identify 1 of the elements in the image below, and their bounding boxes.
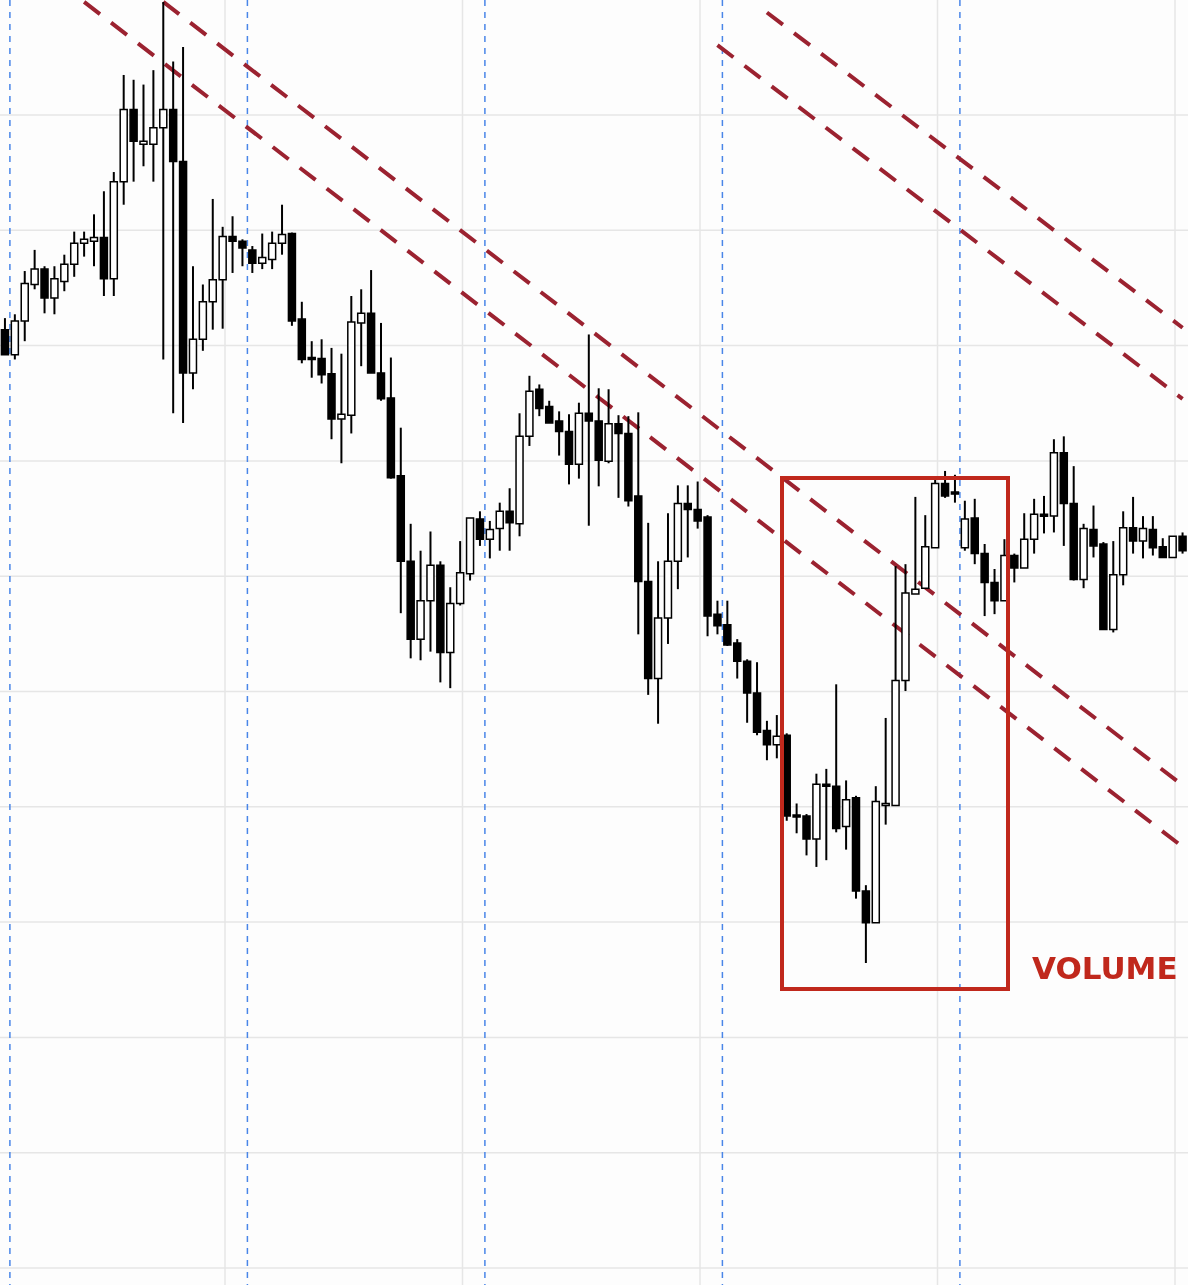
- annotation: VOLUME: [1032, 950, 1178, 986]
